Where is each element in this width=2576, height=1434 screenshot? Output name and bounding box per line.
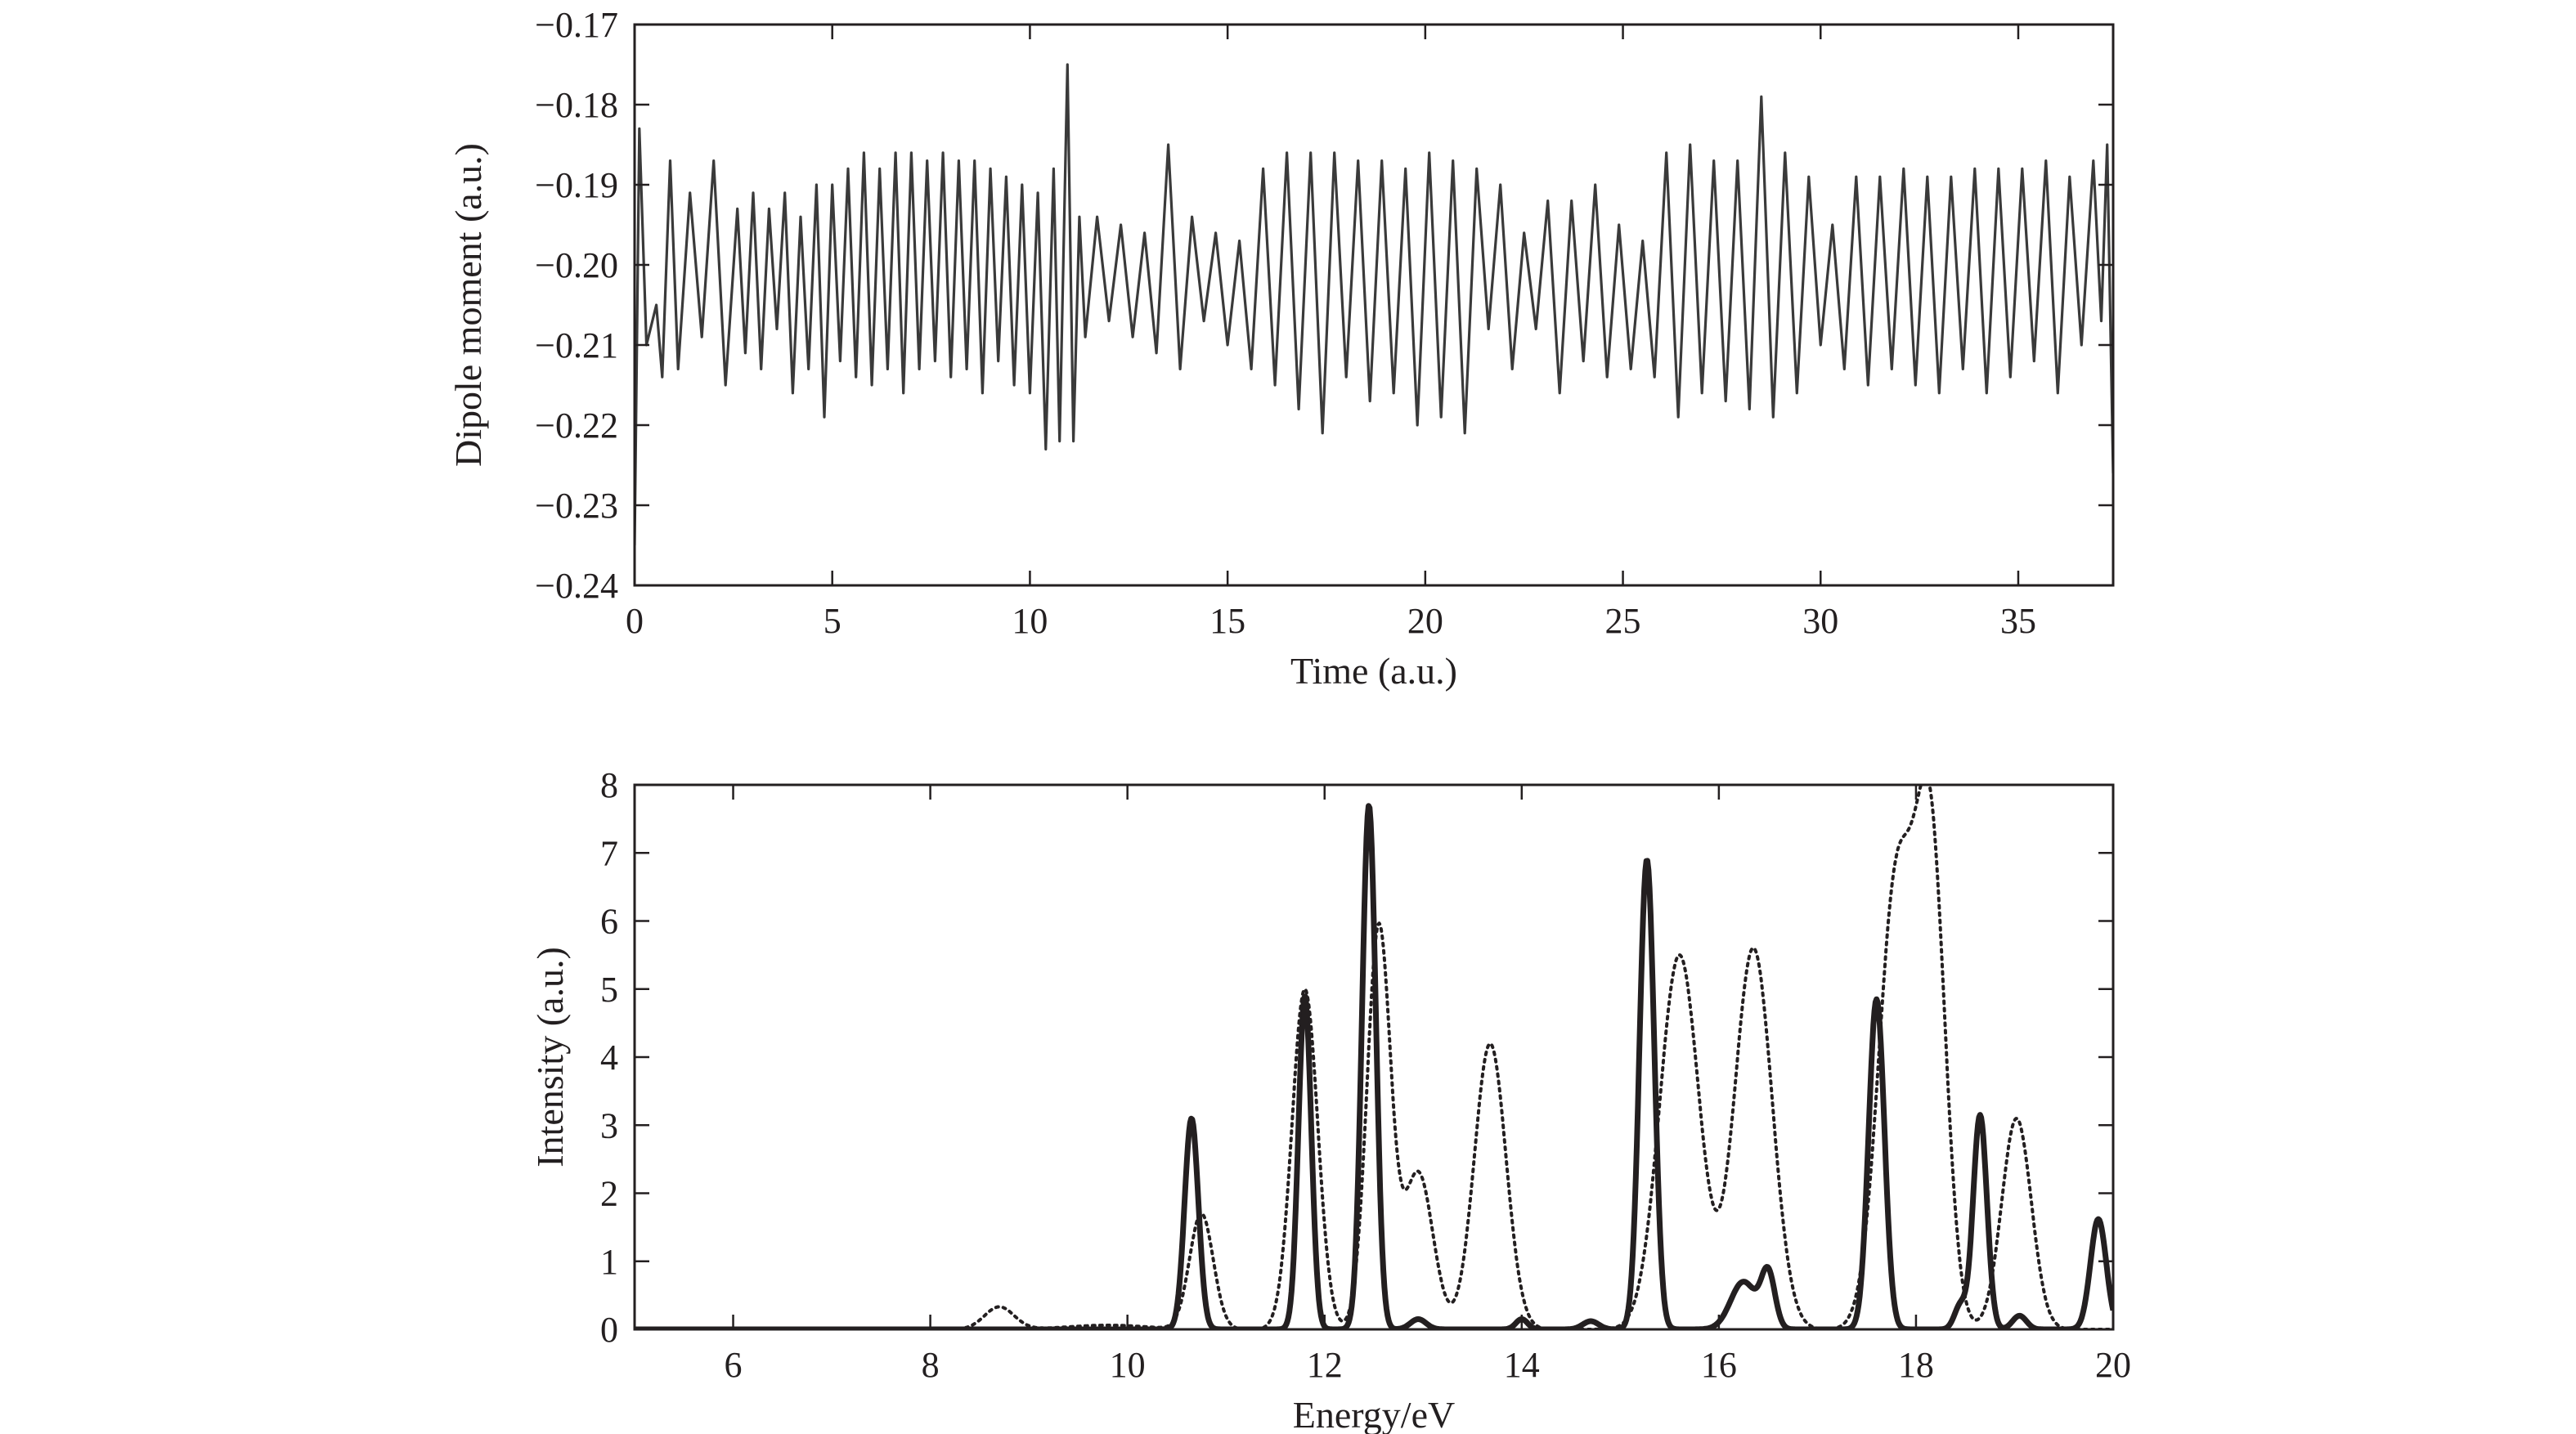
dipole-chart: 0 5 10 15 20 25 30 35 −0.24 −0.23 −0.22 −0.21 −0.20 −… bbox=[447, 5, 2115, 692]
spectrum-chart: 6 8 10 12 14 16 18 20012345678Energy/eVIntensit… bbox=[529, 765, 2131, 1434]
dipole-x-tick-label: 35 bbox=[2000, 601, 2036, 641]
dipole-y-tick-label: −0.23 bbox=[535, 486, 618, 526]
spectrum-y-tick-label: 3 bbox=[600, 1105, 618, 1145]
spectrum-y-tick-label: 8 bbox=[600, 765, 618, 805]
dipole-x-tick-label: 0 bbox=[626, 601, 644, 641]
dipole-y-tick-label: −0.19 bbox=[535, 165, 618, 205]
dipole-x-tick-label: 25 bbox=[1605, 601, 1641, 641]
dipole-y-tick-label: −0.22 bbox=[535, 406, 618, 446]
spectrum-x-tick-label: 18 bbox=[1898, 1345, 1934, 1385]
dipole-x-tick-label: 5 bbox=[824, 601, 841, 641]
spectrum-y-tick-label: 1 bbox=[600, 1242, 618, 1282]
spectrum-y-tick-label: 2 bbox=[600, 1174, 618, 1214]
spectrum-series-dotted-line bbox=[635, 785, 2113, 1329]
spectrum-y-tick-label: 6 bbox=[600, 902, 618, 942]
spectrum-y-tick-label: 7 bbox=[600, 833, 618, 873]
spectrum-x-tick-label: 6 bbox=[725, 1345, 743, 1385]
spectrum-y-tick-label: 0 bbox=[600, 1310, 618, 1350]
dipole-y-tick-label: −0.17 bbox=[535, 5, 618, 45]
dipole-x-tick-label: 10 bbox=[1012, 601, 1048, 641]
dipole-x-tick-label: 30 bbox=[1802, 601, 1838, 641]
spectrum-x-axis-title: Energy/eV bbox=[1293, 1394, 1455, 1434]
dipole-x-tick-label: 20 bbox=[1407, 601, 1443, 641]
spectrum-x-tick-label: 10 bbox=[1110, 1345, 1146, 1385]
dipole-series-solid-line bbox=[635, 63, 2113, 546]
dipole-y-tick-label: −0.18 bbox=[535, 85, 618, 125]
spectrum-y-tick-label: 4 bbox=[600, 1037, 618, 1078]
dipole-y-tick-label: −0.20 bbox=[535, 245, 618, 285]
dipole-y-tick-label: −0.24 bbox=[535, 566, 618, 606]
dipole-x-tick-label: 15 bbox=[1209, 601, 1245, 641]
dipole-x-axis-title: Time (a.u.) bbox=[1290, 650, 1457, 692]
spectrum-series-solid-line bbox=[635, 803, 2113, 1329]
dipole-y-axis-title: Dipole moment (a.u.) bbox=[447, 143, 489, 467]
spectrum-y-tick-label: 5 bbox=[600, 970, 618, 1010]
spectrum-x-tick-label: 12 bbox=[1307, 1345, 1343, 1385]
spectrum-x-tick-label: 14 bbox=[1504, 1345, 1540, 1385]
spectrum-x-tick-label: 20 bbox=[2095, 1345, 2131, 1385]
dipole-y-tick-label: −0.21 bbox=[535, 325, 618, 365]
spectrum-y-axis-title: Intensity (a.u.) bbox=[529, 947, 571, 1167]
spectrum-x-tick-label: 8 bbox=[922, 1345, 940, 1385]
spectrum-x-tick-label: 16 bbox=[1701, 1345, 1737, 1385]
dipole-plot-frame bbox=[633, 23, 2115, 587]
